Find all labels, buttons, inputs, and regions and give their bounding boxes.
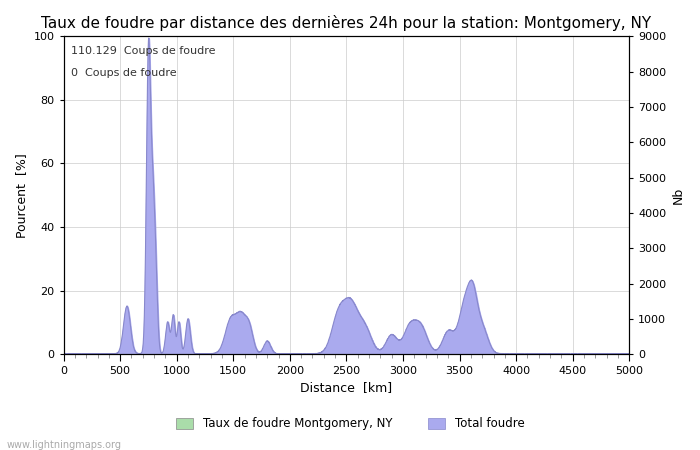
Text: 110.129  Coups de foudre: 110.129 Coups de foudre — [71, 46, 216, 56]
Y-axis label: Nb: Nb — [672, 187, 685, 204]
Text: www.lightningmaps.org: www.lightningmaps.org — [7, 440, 122, 450]
Text: 0  Coups de foudre: 0 Coups de foudre — [71, 68, 176, 78]
X-axis label: Distance  [km]: Distance [km] — [300, 382, 393, 395]
Legend: Taux de foudre Montgomery, NY, Total foudre: Taux de foudre Montgomery, NY, Total fou… — [171, 413, 529, 435]
Title: Taux de foudre par distance des dernières 24h pour la station: Montgomery, NY: Taux de foudre par distance des dernière… — [41, 15, 652, 31]
Y-axis label: Pourcent  [%]: Pourcent [%] — [15, 153, 28, 238]
